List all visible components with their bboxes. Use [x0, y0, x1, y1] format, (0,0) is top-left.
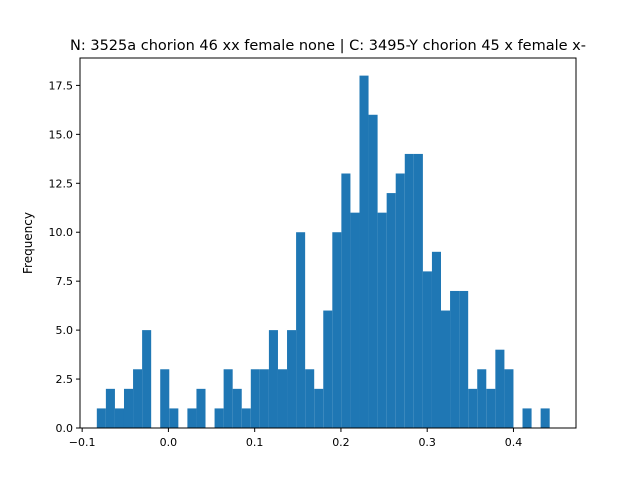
histogram-bar — [504, 369, 514, 428]
histogram-bar — [495, 349, 505, 428]
histogram-bar — [268, 330, 278, 428]
y-tick-label: 10.0 — [49, 226, 74, 239]
histogram-bar — [540, 408, 550, 428]
histogram-bar — [404, 153, 414, 428]
histogram-bar — [142, 330, 152, 428]
y-tick-label: 15.0 — [49, 128, 74, 141]
y-axis-label: Frequency — [21, 212, 35, 274]
histogram-bar — [296, 232, 306, 428]
histogram-bar — [241, 408, 251, 428]
histogram-bar — [259, 369, 269, 428]
histogram-bar — [96, 408, 106, 428]
y-tick-label: 12.5 — [49, 177, 74, 190]
histogram-bar — [314, 388, 324, 428]
histogram-bar — [187, 408, 197, 428]
histogram-bar — [359, 75, 369, 429]
histogram-bar — [133, 369, 143, 428]
histogram-bar — [459, 290, 469, 428]
histogram-bar — [250, 369, 260, 428]
x-tick-label: 0.1 — [246, 436, 264, 449]
histogram-bar — [413, 153, 423, 428]
histogram-bar — [395, 173, 405, 428]
histogram-bar — [486, 388, 496, 428]
histogram-bar — [196, 388, 206, 428]
x-tick-label: 0.3 — [418, 436, 436, 449]
histogram-bar — [441, 310, 451, 428]
axes-frame — [79, 57, 577, 429]
y-tick-label: 17.5 — [49, 79, 74, 92]
histogram-bar — [160, 369, 170, 428]
x-tick-label: 0.0 — [160, 436, 178, 449]
histogram-bar — [277, 369, 288, 428]
y-tick-label: 0.0 — [56, 422, 74, 435]
histogram-bar — [323, 310, 333, 428]
y-tick-label: 2.5 — [56, 373, 74, 386]
histogram-bar — [468, 388, 478, 428]
histogram-bar — [386, 193, 396, 428]
y-tick-label: 7.5 — [56, 275, 74, 288]
histogram-bar — [431, 251, 441, 428]
y-axis-ticks: 0.0 2.5 5.0 7.5 10.0 12.5 15.0 17.5 — [49, 79, 80, 435]
x-tick-label: 0.4 — [505, 436, 523, 449]
histogram-bar — [105, 388, 115, 428]
histogram-bar — [350, 212, 360, 428]
histogram-bar — [522, 408, 532, 428]
histogram-bar — [341, 173, 351, 428]
histogram-bar — [223, 369, 233, 428]
x-axis-ticks: −0.1 0.0 0.1 0.2 0.3 0.4 — [69, 428, 522, 449]
x-tick-label: −0.1 — [69, 436, 96, 449]
y-tick-label: 5.0 — [56, 324, 74, 337]
histogram-bar — [422, 271, 432, 428]
histogram-bar — [123, 388, 134, 428]
histogram-bar — [232, 388, 242, 428]
histogram-bar — [477, 369, 487, 428]
histogram-bar — [114, 408, 124, 428]
x-tick-label: 0.2 — [332, 436, 350, 449]
histogram-bar — [450, 290, 460, 428]
histogram-bar — [377, 212, 387, 428]
histogram-bar — [368, 114, 378, 429]
chart-title: N: 3525a chorion 46 xx female none | C: … — [70, 38, 586, 54]
histogram-bar — [214, 408, 224, 428]
histogram-bar — [287, 330, 297, 428]
histogram-bar — [305, 369, 315, 428]
histogram-bar — [169, 408, 179, 428]
histogram-bar — [332, 232, 342, 428]
bars-group — [96, 75, 550, 429]
